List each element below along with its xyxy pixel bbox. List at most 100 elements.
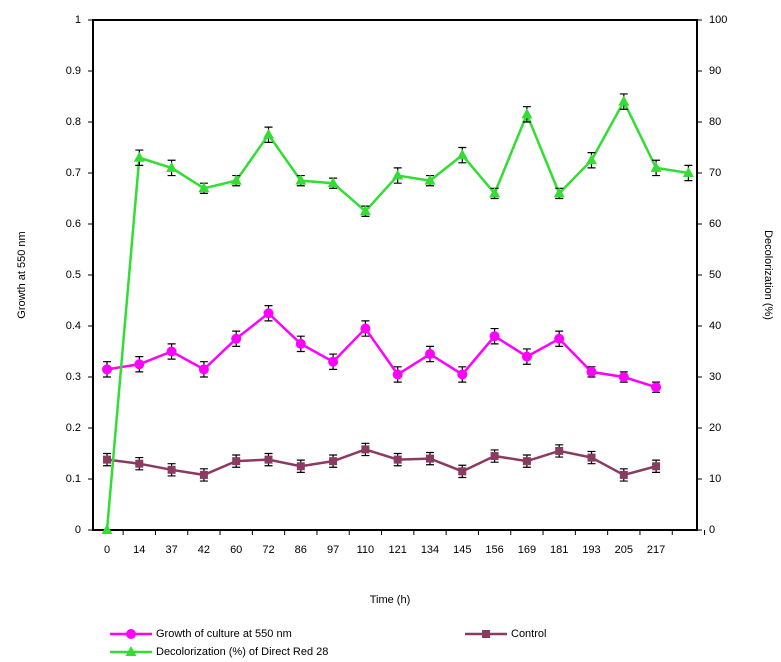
data-point: [392, 169, 404, 180]
data-point: [359, 205, 371, 216]
data-point: [263, 128, 274, 139]
legend-label: Growth of culture at 550 nm: [156, 628, 292, 640]
data-point: [198, 364, 209, 375]
data-point: [199, 470, 208, 479]
y2-tick-label: 30: [709, 371, 721, 383]
x-tick-label: 193: [582, 544, 600, 556]
legend-marker: [482, 630, 490, 638]
y-tick-label: 0.5: [66, 269, 81, 281]
data-point: [329, 457, 338, 466]
y2-tick-label: 60: [709, 218, 721, 230]
x-tick-label: 217: [647, 544, 665, 556]
y2-tick-label: 10: [709, 473, 721, 485]
x-tick-label: 181: [550, 544, 568, 556]
data-point: [328, 356, 339, 367]
data-point: [555, 446, 564, 455]
y-tick-label: 0: [75, 524, 81, 536]
data-point: [426, 454, 434, 463]
data-point: [295, 174, 307, 185]
data-point: [232, 457, 241, 466]
x-tick-label: 134: [421, 544, 439, 556]
x-tick-label: 60: [230, 544, 242, 556]
y2-tick-label: 80: [709, 116, 721, 128]
x-tick-label: 205: [615, 544, 633, 556]
legend-label: Decolorization (%) of Direct Red 28: [156, 646, 328, 658]
x-tick-label: 169: [518, 544, 536, 556]
data-point: [135, 459, 144, 468]
y2-tick-label: 90: [709, 65, 721, 77]
data-point: [296, 462, 305, 471]
y-tick-label: 0.1: [66, 473, 81, 485]
y-tick-label: 0.8: [66, 116, 81, 128]
y-tick-label: 0.4: [66, 320, 81, 332]
y-tick-label: 0.7: [66, 167, 81, 179]
x-tick-label: 110: [357, 544, 375, 556]
data-point: [166, 346, 177, 357]
data-point: [295, 338, 306, 349]
x-axis-label: Time (h): [370, 594, 411, 606]
y2-tick-label: 20: [709, 422, 721, 434]
series-line: [106, 311, 657, 389]
legend-label: Control: [511, 628, 546, 640]
data-point: [490, 452, 499, 461]
data-point: [231, 333, 242, 344]
data-point: [650, 161, 662, 172]
x-tick-label: 0: [104, 544, 110, 556]
data-point: [264, 455, 273, 464]
data-point: [167, 465, 176, 474]
x-tick-label: 145: [453, 544, 471, 556]
legend-marker: [125, 646, 137, 656]
y-tick-label: 0.6: [66, 218, 81, 230]
data-point: [554, 333, 565, 344]
y2-tick-label: 0: [709, 524, 715, 536]
data-point: [393, 455, 402, 464]
data-point: [618, 372, 629, 382]
data-point: [230, 174, 242, 185]
data-point: [360, 323, 371, 334]
y-tick-label: 0.9: [66, 65, 81, 77]
data-point: [166, 161, 178, 172]
data-point: [652, 462, 661, 471]
data-point: [392, 369, 403, 380]
data-point: [619, 470, 628, 479]
data-point: [198, 182, 210, 193]
data-point: [457, 369, 468, 380]
data-point: [101, 524, 113, 534]
y-axis-label: Growth at 550 nm: [16, 231, 28, 318]
y2-tick-label: 100: [709, 14, 727, 26]
x-tick-label: 121: [389, 544, 407, 556]
x-tick-label: 156: [485, 544, 503, 556]
data-point: [425, 349, 435, 360]
data-point: [651, 382, 662, 393]
data-point: [521, 351, 532, 362]
y-tick-label: 1: [75, 14, 81, 26]
data-point: [458, 467, 467, 476]
data-point: [489, 331, 500, 342]
y-tick-label: 0.3: [66, 371, 81, 383]
data-point: [489, 187, 501, 198]
x-tick-label: 86: [295, 544, 307, 556]
data-point: [522, 457, 531, 466]
data-point: [586, 154, 597, 165]
series-line: [106, 448, 657, 477]
data-point: [586, 366, 597, 377]
data-point: [327, 177, 339, 188]
data-point: [361, 445, 370, 454]
x-tick-label: 97: [327, 544, 339, 556]
y2-axis-label: Decolorization (%): [762, 230, 774, 320]
x-tick-label: 42: [198, 544, 210, 556]
data-point: [102, 364, 112, 375]
x-tick-label: 14: [133, 544, 145, 556]
y2-tick-label: 40: [709, 320, 721, 332]
x-tick-label: 72: [262, 544, 274, 556]
data-point: [682, 167, 694, 177]
data-point: [103, 455, 111, 464]
legend-marker: [126, 629, 136, 639]
data-point: [263, 308, 274, 319]
data-point: [553, 187, 565, 198]
x-tick-label: 37: [165, 544, 177, 556]
data-point: [424, 174, 436, 185]
data-point: [521, 108, 533, 119]
y2-tick-label: 70: [709, 167, 721, 179]
